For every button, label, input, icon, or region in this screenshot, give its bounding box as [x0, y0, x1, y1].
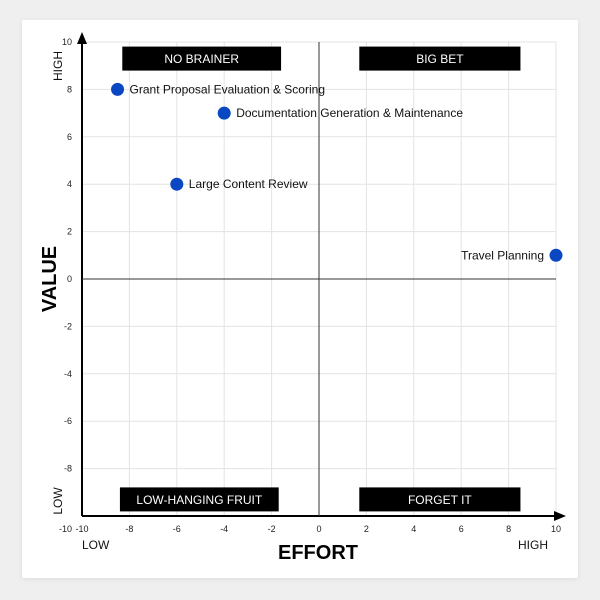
quadrant-labels: NO BRAINER BIG BET LOW-HANGING FRUIT FORGET… — [119, 46, 521, 512]
x-tick-label: 2 — [364, 524, 369, 534]
x-tick-label: 0 — [316, 524, 321, 534]
y-tick-label: 8 — [67, 84, 72, 94]
data-point — [111, 82, 125, 96]
quadrant-box-top-right — [359, 46, 521, 71]
quadrant-label-bottom-right: FORGET IT — [408, 493, 472, 507]
quadrant-box-bottom-left — [119, 487, 279, 512]
data-point-label: Travel Planning — [461, 248, 544, 262]
tick-labels: -10 -8 -6 -4 -2 0 2 4 6 8 10 -8 -6 -4 -2 0 2 4 6 8 10 -10 — [59, 37, 561, 534]
y-tick-label: -6 — [64, 416, 72, 426]
y-tick-label: -2 — [64, 321, 72, 331]
quadrant-box-top-left — [122, 46, 282, 71]
quadrant-label-top-right: BIG BET — [416, 52, 464, 66]
x-axis-arrow — [554, 511, 566, 521]
y-high-label: HIGH — [51, 51, 65, 81]
data-point-label: Large Content Review — [189, 177, 308, 191]
y-tick-label: 4 — [67, 179, 72, 189]
y-low-label: LOW — [51, 487, 65, 515]
data-point-label: Grant Proposal Evaluation & Scoring — [130, 82, 325, 96]
x-tick-label: 4 — [411, 524, 416, 534]
x-tick-label: 10 — [551, 524, 561, 534]
y-tick-label: 0 — [67, 274, 72, 284]
y-tick-label: -8 — [64, 464, 72, 474]
x-tick-label: -10 — [59, 524, 72, 534]
x-tick-label: -10 — [75, 524, 88, 534]
data-point — [217, 106, 231, 120]
data-points: Grant Proposal Evaluation & Scoring Docum… — [111, 82, 563, 262]
y-tick-label: 2 — [67, 227, 72, 237]
x-tick-label: -8 — [125, 524, 133, 534]
data-point — [549, 248, 563, 262]
quadrant-box-bottom-right — [359, 487, 521, 512]
quadrant-label-bottom-left: LOW-HANGING FRUIT — [136, 493, 262, 507]
axes — [77, 32, 566, 521]
chart-card — [22, 20, 578, 578]
x-high-label: HIGH — [518, 538, 548, 552]
y-axis-arrow — [77, 32, 87, 44]
x-tick-label: 8 — [506, 524, 511, 534]
data-point — [170, 177, 184, 191]
y-tick-label: -4 — [64, 369, 72, 379]
x-tick-label: 6 — [459, 524, 464, 534]
data-point-label: Documentation Generation & Maintenance — [236, 106, 463, 120]
y-tick-label: 6 — [67, 132, 72, 142]
x-low-label: LOW — [82, 538, 110, 552]
y-tick-label: 10 — [62, 37, 72, 47]
x-tick-label: -4 — [220, 524, 228, 534]
x-tick-label: -2 — [268, 524, 276, 534]
y-axis-title: VALUE — [39, 246, 61, 312]
x-axis-title: EFFORT — [278, 542, 358, 564]
quadrant-label-top-left: NO BRAINER — [164, 52, 239, 66]
x-tick-label: -6 — [173, 524, 181, 534]
